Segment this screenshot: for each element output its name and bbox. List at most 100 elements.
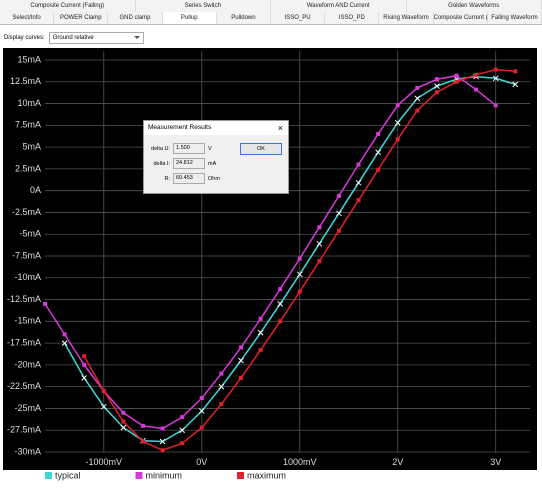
y-tick-label: -2.5mA xyxy=(12,207,41,217)
legend-label: minimum xyxy=(146,470,183,480)
marker xyxy=(277,301,284,307)
marker xyxy=(376,132,381,137)
marker xyxy=(336,210,342,217)
field-label: delta I: xyxy=(153,160,170,167)
field-unit: mA xyxy=(208,160,217,167)
marker xyxy=(474,72,479,77)
field: delta U: 1.500 V xyxy=(148,143,212,154)
marker xyxy=(81,375,88,381)
tab[interactable]: Pullup xyxy=(162,12,217,24)
x-tick-label: 2V xyxy=(392,457,403,467)
y-tick-label: -25mA xyxy=(14,403,41,413)
marker xyxy=(258,316,263,321)
marker xyxy=(101,389,106,394)
y-tick-label: 10mA xyxy=(17,98,41,108)
tab[interactable]: Falling Waveform xyxy=(487,12,542,24)
marker xyxy=(317,225,322,230)
y-tick-label: 12.5mA xyxy=(10,76,41,86)
tab[interactable]: POWER Clamp xyxy=(54,12,109,24)
marker xyxy=(179,427,186,434)
marker xyxy=(257,329,264,336)
tab[interactable]: ISSO_PU xyxy=(271,12,326,24)
tab[interactable]: Pulldown xyxy=(216,12,272,24)
ok-button[interactable]: OK xyxy=(240,143,282,155)
marker xyxy=(180,441,185,446)
marker xyxy=(62,332,67,337)
field-value[interactable]: 60.453 xyxy=(173,173,205,184)
marker xyxy=(199,395,204,400)
tab[interactable]: Composite Current (Rising) xyxy=(433,12,488,24)
marker xyxy=(43,301,47,306)
field-label: delta U: xyxy=(151,145,170,152)
legend-swatch xyxy=(135,472,143,479)
marker xyxy=(238,345,243,350)
marker xyxy=(415,85,420,90)
y-tick-label: -12.5mA xyxy=(7,294,41,304)
marker xyxy=(414,95,421,102)
marker xyxy=(336,193,341,198)
field-value[interactable]: 24.812 xyxy=(173,158,205,169)
y-tick-label: -17.5mA xyxy=(7,337,41,347)
legend-label: maximum xyxy=(247,470,286,480)
y-tick-label: 15mA xyxy=(17,54,41,64)
marker xyxy=(434,77,439,82)
marker xyxy=(376,167,381,172)
dropdown[interactable]: Ground relative xyxy=(48,32,144,44)
y-tick-label: 2.5mA xyxy=(15,163,41,173)
x-tick-label: 3V xyxy=(490,457,501,467)
marker xyxy=(512,81,519,88)
tab-row: Select/Info POWER Clamp GND clamp Pullup Pul… xyxy=(0,12,542,25)
marker xyxy=(415,108,420,113)
y-tick-label: 5mA xyxy=(22,141,41,151)
x-tick-label: 0V xyxy=(196,457,207,467)
marker xyxy=(356,162,361,167)
marker xyxy=(160,426,165,431)
tab[interactable]: Series Switch xyxy=(135,0,271,12)
marker xyxy=(198,408,205,414)
tab[interactable]: Composite Current (Falling) xyxy=(0,0,136,12)
marker xyxy=(513,69,518,74)
series-line xyxy=(44,74,497,430)
tab[interactable]: Select/Info xyxy=(0,12,55,24)
y-tick-label: 7.5mA xyxy=(15,120,41,130)
marker xyxy=(375,149,381,156)
legend-swatch xyxy=(45,472,52,479)
watermark-brand: 电子发烧友 xyxy=(453,472,538,491)
tab[interactable]: Golden Waveforms xyxy=(406,0,542,12)
marker xyxy=(160,448,165,453)
close-button[interactable]: × xyxy=(277,123,283,133)
marker xyxy=(297,256,302,261)
y-tick-label: -7.5mA xyxy=(12,250,41,260)
tab[interactable]: GND clamp xyxy=(108,12,163,24)
tab[interactable]: Rising Waveform xyxy=(379,12,434,24)
marker xyxy=(316,240,323,247)
marker xyxy=(140,439,145,444)
marker xyxy=(492,75,499,82)
tab[interactable]: ISSO_PD xyxy=(325,12,380,24)
display-selector: Display curves: Ground relative xyxy=(4,32,144,44)
marker xyxy=(159,438,166,445)
x-tick-label: 1000mV xyxy=(283,457,317,467)
tab-row: Composite Current (Falling) Series Switch… xyxy=(0,0,542,13)
field-value[interactable]: 1.500 xyxy=(173,143,205,154)
y-tick-label: -15mA xyxy=(14,316,41,326)
marker xyxy=(474,87,479,92)
marker xyxy=(258,348,263,353)
marker xyxy=(121,410,126,415)
marker xyxy=(355,179,362,186)
field: R: 60.453 Ohm xyxy=(148,173,220,184)
plot-background xyxy=(3,48,537,470)
marker xyxy=(61,340,68,346)
dialog-title-bar: Measurement Results × xyxy=(144,121,288,135)
tab[interactable]: Waveform AND Current xyxy=(271,0,407,12)
marker xyxy=(219,371,224,376)
marker xyxy=(120,424,127,431)
y-tick-label: 0A xyxy=(30,185,41,195)
label: Display curves: xyxy=(4,35,45,41)
y-tick-label: -27.5mA xyxy=(7,425,41,435)
marker xyxy=(180,415,185,420)
field: delta I: 24.812 mA xyxy=(148,158,216,169)
marker xyxy=(493,67,498,72)
